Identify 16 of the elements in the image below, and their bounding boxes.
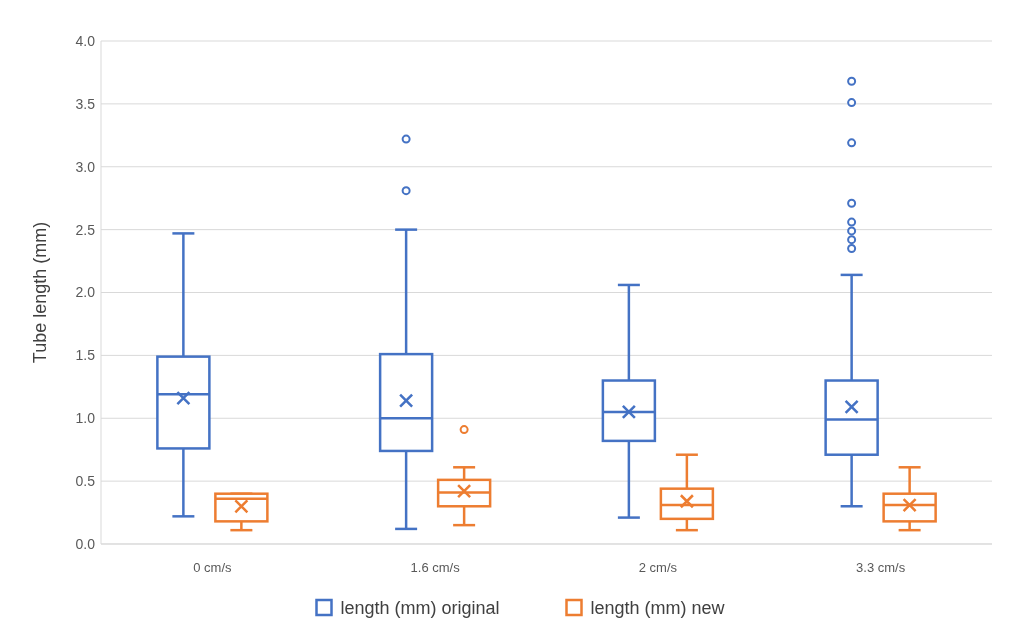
x-tick-label: 3.3 cm/s [856,560,906,575]
y-tick-label: 0.0 [75,535,96,552]
y-tick-label: 3.0 [75,158,96,175]
y-tick-label: 0.5 [75,473,96,490]
y-axis-title: Tube length (mm) [30,221,50,364]
y-tick-label: 3.5 [75,95,96,112]
x-tick-label: 0 cm/s [193,560,233,575]
x-tick-label: 2 cm/s [638,560,678,575]
y-tick-label: 2.0 [75,284,96,301]
legend-label: length (mm) original [340,598,500,619]
y-tick-label: 2.5 [75,221,96,238]
y-tick-label: 1.5 [75,347,96,364]
y-tick-label: 4.0 [75,32,96,49]
legend-label: length (mm) new [590,598,726,619]
y-tick-label: 1.0 [75,410,96,427]
x-tick-label: 1.6 cm/s [410,560,461,575]
